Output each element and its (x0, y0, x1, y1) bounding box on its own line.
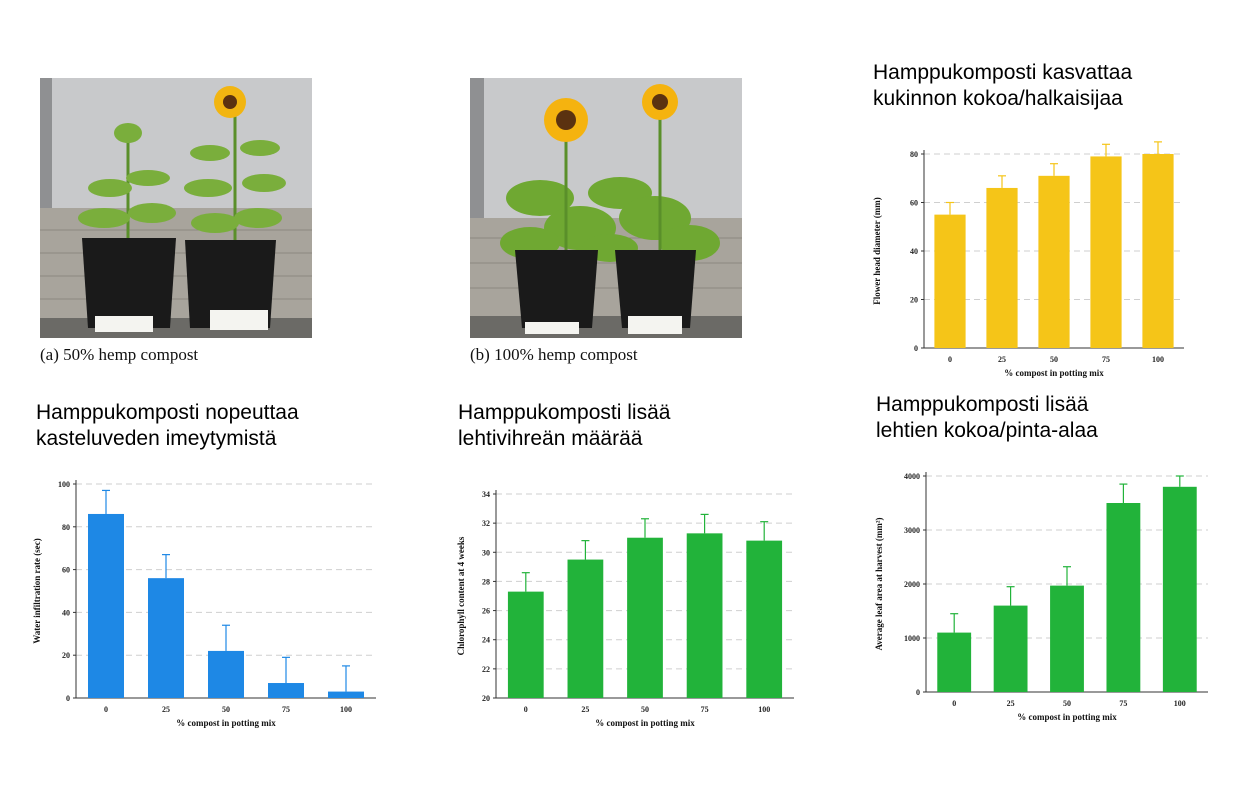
chlorophyll-chart-heading: Hamppukomposti lisää lehtivihreän määrää (458, 400, 670, 452)
water-chart-heading: Hamppukomposti nopeuttaa kasteluveden im… (36, 400, 299, 452)
heading-line: lehtivihreän määrää (458, 427, 643, 450)
y-tick-label: 20 (482, 694, 490, 703)
heading-line: lehtien kokoa/pinta-alaa (876, 419, 1098, 442)
y-tick-label: 80 (62, 523, 70, 532)
heading-line: kukinnon kokoa/halkaisijaa (873, 87, 1123, 110)
x-tick-label: 25 (1007, 699, 1015, 708)
y-tick-label: 28 (482, 577, 490, 586)
y-axis-label: Water infiltration rate (sec) (32, 538, 42, 644)
x-tick-label: 0 (104, 705, 108, 714)
x-axis-label: % compost in potting mix (1017, 712, 1117, 722)
leaf-chart-heading: Hamppukomposti lisää lehtien kokoa/pinta… (876, 392, 1098, 444)
bar-50 (1038, 175, 1070, 348)
x-tick-label: 50 (1063, 699, 1071, 708)
bar-100 (746, 540, 783, 698)
bar-25 (148, 578, 184, 698)
x-tick-label: 25 (162, 705, 170, 714)
heading-line: kasteluveden imeytymistä (36, 427, 277, 450)
bar-0 (934, 214, 966, 348)
photo-caption-a: (a) 50% hemp compost (40, 345, 199, 364)
bar-75 (268, 683, 304, 698)
x-tick-label: 0 (952, 699, 956, 708)
y-tick-label: 32 (482, 519, 490, 528)
x-tick-label: 75 (701, 705, 709, 714)
y-tick-label: 60 (62, 566, 70, 575)
x-tick-label: 0 (524, 705, 528, 714)
bar-75 (686, 533, 723, 698)
x-tick-label: 25 (581, 705, 589, 714)
y-tick-label: 40 (910, 247, 918, 256)
y-axis-label: Chlorophyll content at 4 weeks (456, 536, 466, 655)
x-tick-label: 100 (1174, 699, 1186, 708)
y-tick-label: 2000 (904, 580, 920, 589)
chlorophyll-chart: 20 22 24 26 28 30 32 34 0 25 50 75 100 % compost in p… (456, 490, 794, 728)
x-tick-label: 50 (1050, 355, 1058, 364)
bar-100 (1162, 486, 1197, 692)
y-tick-label: 1000 (904, 634, 920, 643)
y-axis-label: Flower head diameter (mm) (872, 197, 882, 304)
bar-0 (88, 513, 124, 698)
photo-50-percent-hemp-compost (40, 78, 312, 338)
bar-100 (1142, 154, 1174, 348)
flower-diameter-chart: 0 20 40 60 80 0 25 50 75 100 % compost in potting … (872, 141, 1184, 378)
heading-line: Hamppukomposti nopeuttaa (36, 401, 299, 424)
x-axis-label: % compost in potting mix (595, 718, 695, 728)
bar-75 (1090, 156, 1122, 348)
heading-line: Hamppukomposti lisää (876, 393, 1089, 416)
y-tick-label: 20 (910, 296, 918, 305)
bar-25 (993, 605, 1028, 692)
x-tick-label: 75 (282, 705, 290, 714)
x-tick-label: 50 (641, 705, 649, 714)
y-tick-label: 80 (910, 150, 918, 159)
y-tick-label: 30 (482, 548, 490, 557)
heading-line: Hamppukomposti lisää (458, 401, 671, 424)
bar-50 (1050, 585, 1084, 692)
photo-caption-b: (b) 100% hemp compost (470, 345, 638, 364)
x-tick-label: 50 (222, 705, 230, 714)
x-axis-label: % compost in potting mix (1004, 368, 1104, 378)
leaf-area-chart: 0 1000 2000 3000 4000 0 25 50 75 100 % compost in … (874, 472, 1208, 722)
y-tick-label: 34 (482, 490, 490, 499)
y-tick-label: 24 (482, 636, 490, 645)
x-tick-label: 25 (998, 355, 1006, 364)
flower-chart-heading: Hamppukomposti kasvattaa kukinnon kokoa/… (873, 60, 1132, 112)
x-tick-label: 75 (1102, 355, 1110, 364)
bar-25 (567, 559, 604, 698)
bar-75 (1106, 503, 1141, 692)
y-tick-label: 40 (62, 608, 70, 617)
photo-100-percent-hemp-compost (470, 78, 742, 338)
water-infiltration-chart: 0 20 40 60 80 100 0 25 50 75 100 % compost in potti… (32, 480, 376, 728)
y-tick-label: 4000 (904, 472, 920, 481)
bar-0 (937, 632, 972, 692)
y-tick-label: 60 (910, 199, 918, 208)
y-tick-label: 22 (482, 665, 490, 674)
y-tick-label: 0 (916, 688, 920, 697)
x-tick-label: 75 (1119, 699, 1127, 708)
x-tick-label: 0 (948, 355, 952, 364)
y-tick-label: 100 (58, 480, 70, 489)
bar-0 (507, 591, 544, 698)
bar-50 (208, 650, 244, 698)
bar-100 (328, 691, 364, 698)
x-tick-label: 100 (340, 705, 352, 714)
bar-25 (986, 187, 1018, 348)
x-tick-label: 100 (758, 705, 770, 714)
y-tick-label: 3000 (904, 526, 920, 535)
x-axis-label: % compost in potting mix (176, 718, 276, 728)
y-tick-label: 20 (62, 651, 70, 660)
y-tick-label: 0 (66, 694, 70, 703)
x-tick-label: 100 (1152, 355, 1164, 364)
heading-line: Hamppukomposti kasvattaa (873, 61, 1133, 84)
y-tick-label: 0 (914, 344, 918, 353)
y-tick-label: 26 (482, 607, 490, 616)
bar-50 (627, 537, 663, 698)
y-axis-label: Average leaf area at harvest (mm²) (874, 517, 884, 650)
